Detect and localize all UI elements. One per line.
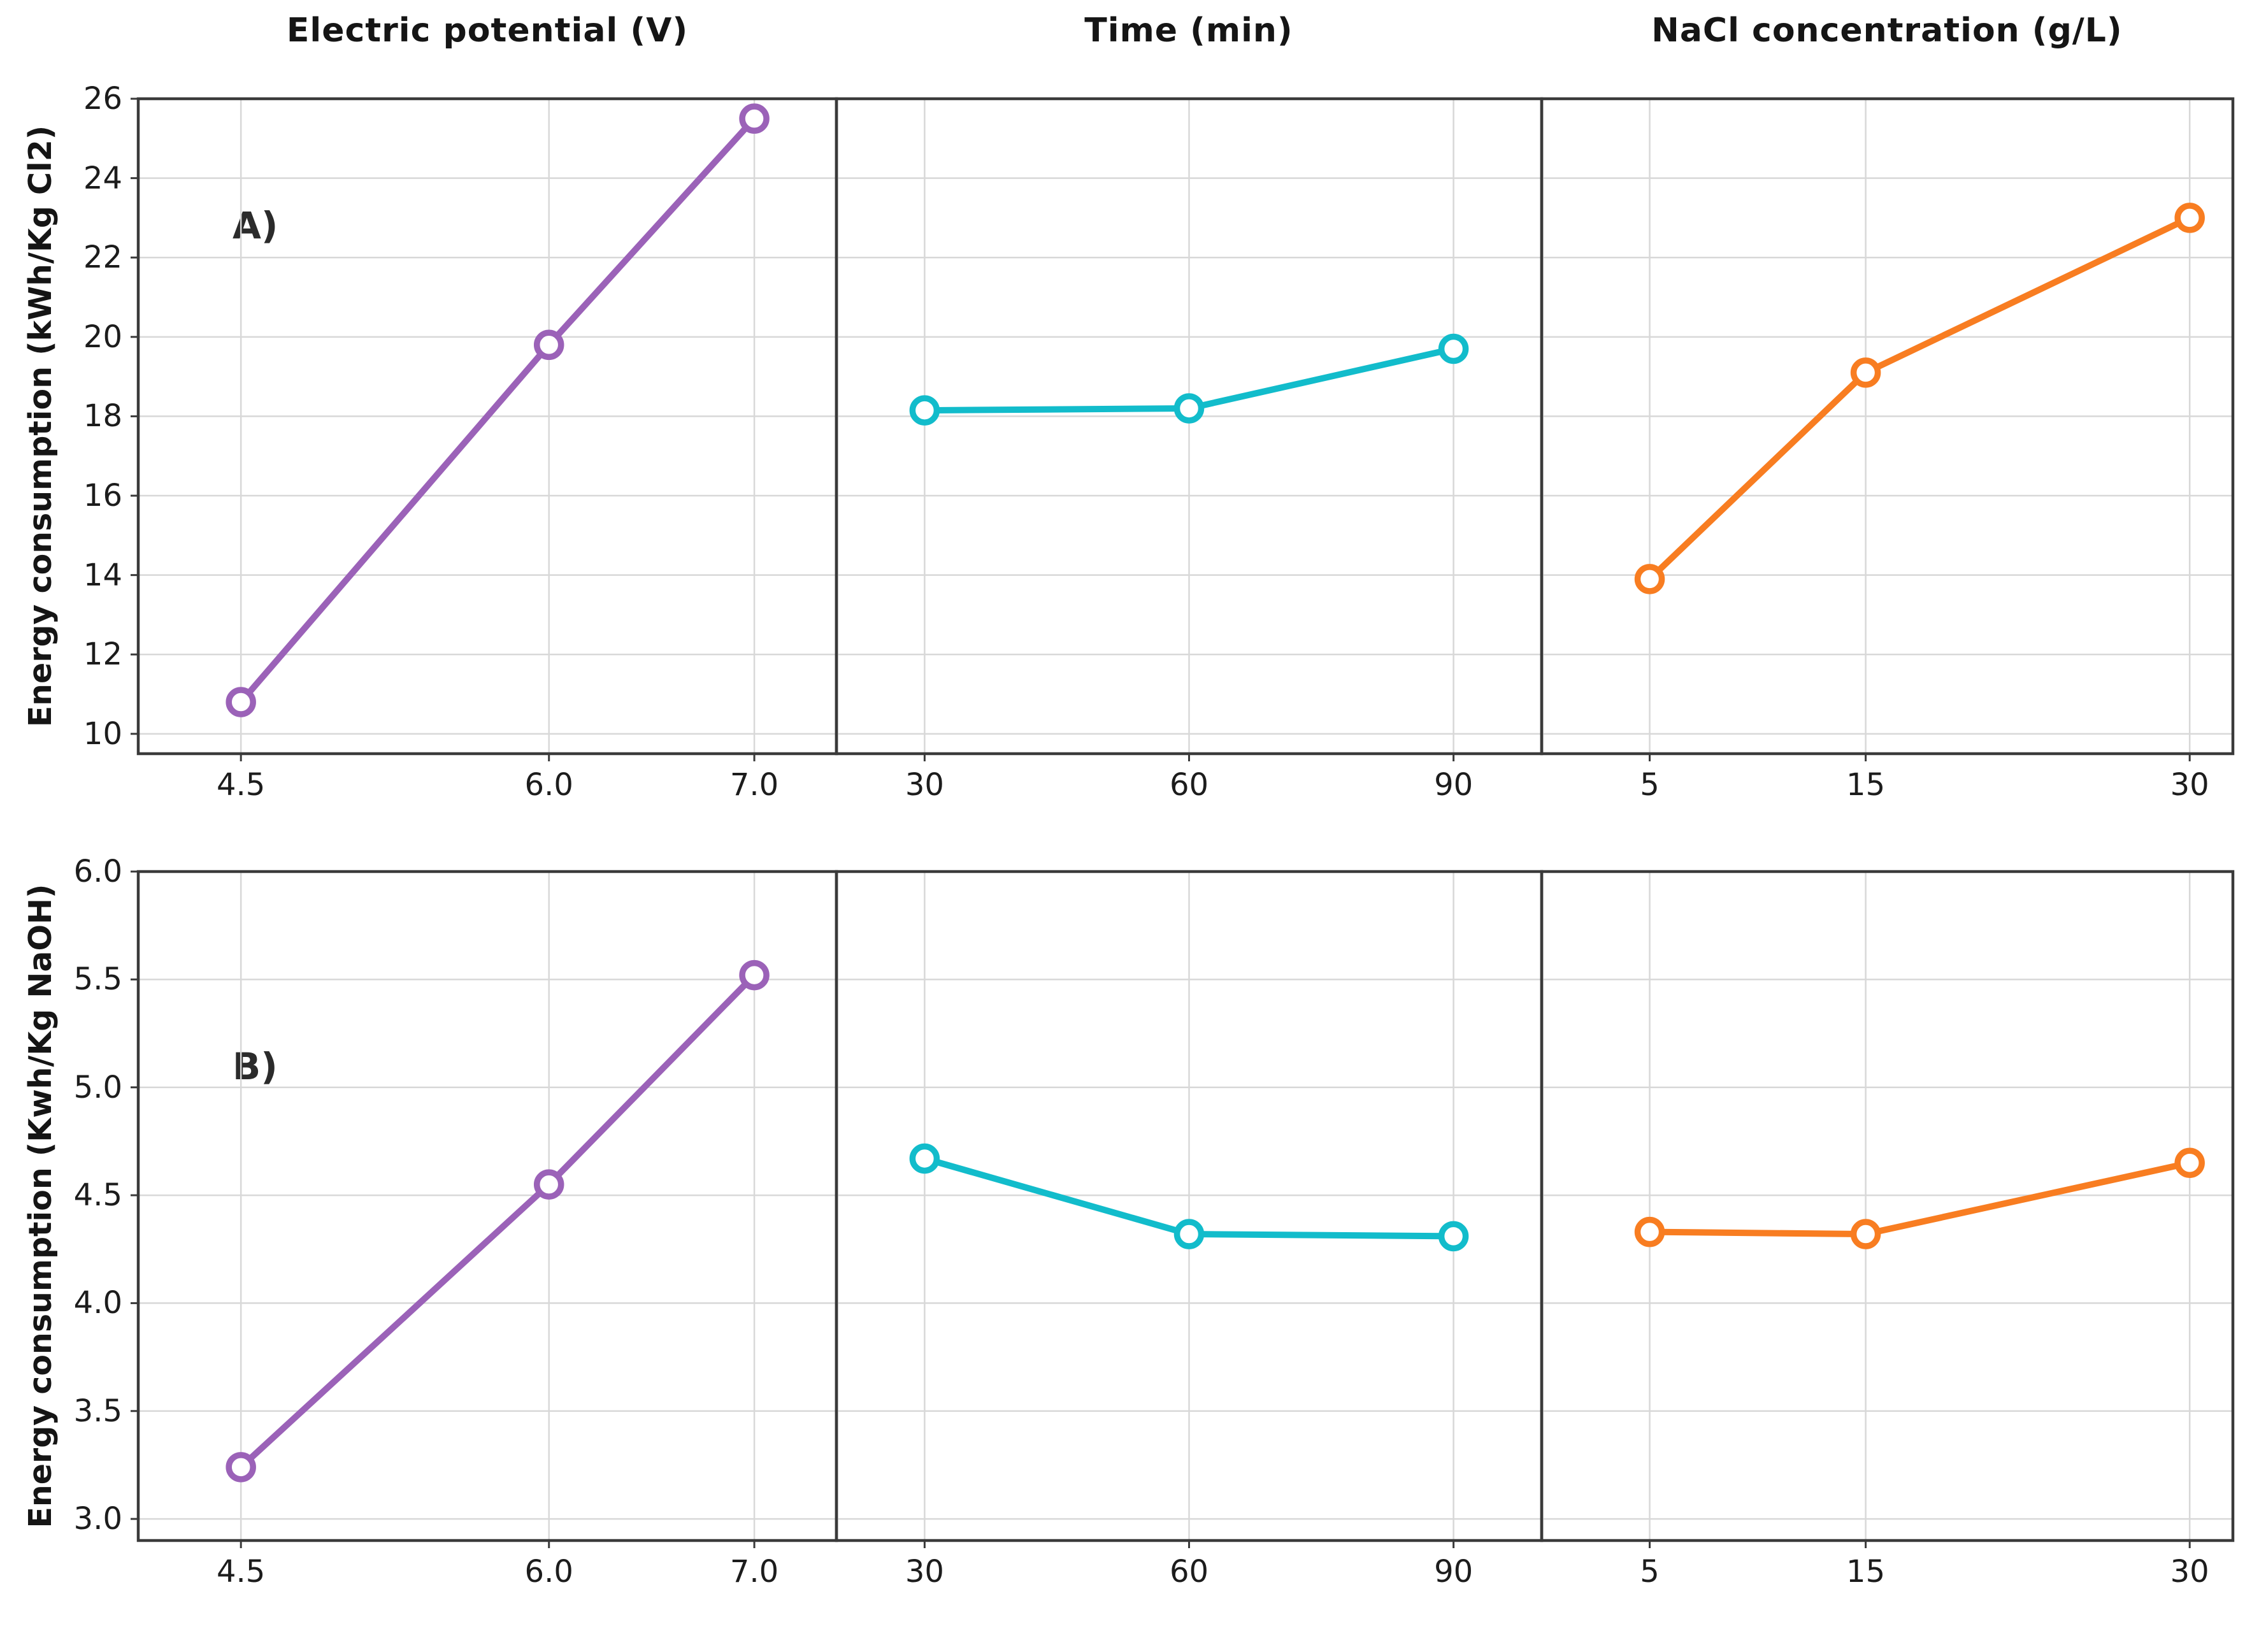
x-tick-label: 5 bbox=[1640, 1554, 1660, 1590]
x-tick-label: 15 bbox=[1846, 767, 1886, 803]
panel-a-nacl-concentration bbox=[1531, 89, 2243, 764]
data-point-marker bbox=[1850, 1219, 1881, 1249]
x-tick-label: 30 bbox=[905, 1554, 944, 1590]
x-tick-label: 6.0 bbox=[524, 767, 573, 803]
y-tick-label: 6.0 bbox=[73, 854, 122, 889]
y-tick-label: 4.5 bbox=[73, 1177, 122, 1214]
panel-label-a: A) bbox=[233, 204, 278, 247]
data-point-marker bbox=[1634, 1216, 1665, 1247]
x-tick-label: 90 bbox=[1434, 1554, 1474, 1590]
panel-b-electric-potential bbox=[128, 861, 847, 1551]
data-point-marker bbox=[739, 959, 770, 991]
x-tick-label: 4.5 bbox=[217, 1554, 266, 1590]
panel-a-time-canvas bbox=[835, 97, 1544, 761]
data-point-marker bbox=[909, 395, 940, 426]
data-point-marker bbox=[533, 1169, 564, 1200]
y-tick-label: 24 bbox=[83, 160, 122, 196]
panel-b-electric-potential-canvas bbox=[131, 870, 838, 1548]
y-tick-label: 12 bbox=[83, 636, 122, 673]
data-point-marker bbox=[226, 687, 256, 717]
data-point-marker bbox=[1173, 393, 1205, 424]
y-tick-label: 5.5 bbox=[73, 961, 122, 998]
panel-label-b: B) bbox=[233, 1045, 278, 1088]
data-point-marker bbox=[1634, 564, 1665, 594]
y-tick-label: 14 bbox=[83, 557, 122, 593]
data-point-marker bbox=[2174, 1147, 2205, 1179]
x-tick-label: 30 bbox=[2170, 767, 2209, 803]
y-tick-label: 4.0 bbox=[73, 1285, 122, 1321]
column-title-time: Time (min) bbox=[1084, 11, 1293, 50]
axis-border bbox=[136, 97, 838, 756]
y-tick-label: 3.0 bbox=[73, 1501, 122, 1537]
x-tick-label: 7.0 bbox=[729, 767, 779, 803]
axis-border bbox=[136, 870, 838, 1542]
panel-b-nacl-canvas bbox=[1540, 870, 2235, 1548]
x-tick-label: 90 bbox=[1434, 767, 1474, 803]
data-point-marker bbox=[909, 1143, 940, 1174]
x-tick-label: 15 bbox=[1846, 1554, 1886, 1590]
x-tick-label: 30 bbox=[905, 767, 944, 803]
y-tick-label: 26 bbox=[83, 81, 122, 117]
panel-a-electric-potential-canvas bbox=[131, 97, 838, 761]
column-title-nacl-concentration: NaCl concentration (g/L) bbox=[1651, 11, 2123, 50]
panel-b-time-canvas bbox=[835, 870, 1544, 1548]
data-point-marker bbox=[1438, 333, 1469, 364]
y-tick-label: 5.0 bbox=[73, 1069, 122, 1105]
panel-b-nacl-concentration bbox=[1531, 861, 2243, 1551]
main-effects-plot: Electric potential (V) Time (min) NaCl c… bbox=[22, 11, 2243, 1590]
data-point-marker bbox=[533, 329, 564, 361]
data-point-marker bbox=[2174, 203, 2205, 233]
panel-a-time bbox=[826, 89, 1552, 764]
x-tick-label: 60 bbox=[1169, 767, 1209, 803]
y-tick-label: 3.5 bbox=[73, 1393, 122, 1429]
y-tick-label: 16 bbox=[83, 478, 122, 514]
y-tick-label: 20 bbox=[83, 319, 122, 355]
panel-a-nacl-canvas bbox=[1540, 97, 2235, 761]
y-tick-label: 22 bbox=[83, 240, 122, 276]
x-tick-label: 5 bbox=[1640, 767, 1660, 803]
data-point-marker bbox=[1173, 1219, 1205, 1249]
panel-b-time bbox=[826, 861, 1552, 1551]
series-line bbox=[238, 115, 758, 706]
x-tick-label: 6.0 bbox=[524, 1554, 573, 1590]
axis-border bbox=[1540, 97, 2235, 756]
x-tick-label: 7.0 bbox=[729, 1554, 779, 1590]
y-tick-label: 18 bbox=[83, 398, 122, 435]
data-point-marker bbox=[739, 103, 770, 134]
series-line bbox=[1646, 1160, 2193, 1238]
axis-border bbox=[1540, 870, 2235, 1542]
panel-a-electric-potential bbox=[128, 89, 847, 764]
y-tick-label: 10 bbox=[83, 715, 122, 752]
data-point-marker bbox=[1438, 1221, 1469, 1252]
series-line bbox=[238, 972, 758, 1470]
x-tick-label: 60 bbox=[1169, 1554, 1209, 1590]
column-title-electric-potential: Electric potential (V) bbox=[286, 11, 689, 50]
series-line bbox=[1646, 214, 2193, 582]
data-point-marker bbox=[226, 1452, 256, 1483]
x-tick-label: 4.5 bbox=[217, 767, 266, 803]
x-tick-label: 30 bbox=[2170, 1554, 2209, 1590]
data-point-marker bbox=[1850, 357, 1881, 388]
